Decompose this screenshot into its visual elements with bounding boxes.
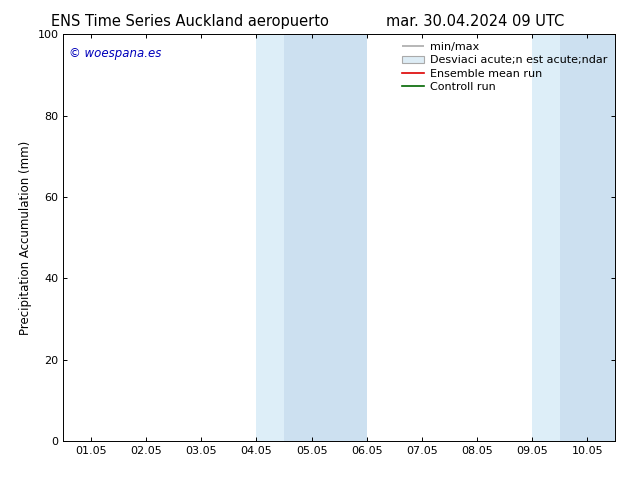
Y-axis label: Precipitation Accumulation (mm): Precipitation Accumulation (mm) — [19, 141, 32, 335]
Text: © woespana.es: © woespana.es — [69, 47, 161, 59]
Text: ENS Time Series Auckland aeropuerto: ENS Time Series Auckland aeropuerto — [51, 14, 329, 29]
Text: mar. 30.04.2024 09 UTC: mar. 30.04.2024 09 UTC — [386, 14, 565, 29]
Bar — [533, 34, 560, 441]
Bar — [256, 34, 284, 441]
Legend: min/max, Desviaci acute;n est acute;ndar, Ensemble mean run, Controll run: min/max, Desviaci acute;n est acute;ndar… — [398, 38, 612, 97]
Bar — [284, 34, 367, 441]
Bar — [560, 34, 615, 441]
